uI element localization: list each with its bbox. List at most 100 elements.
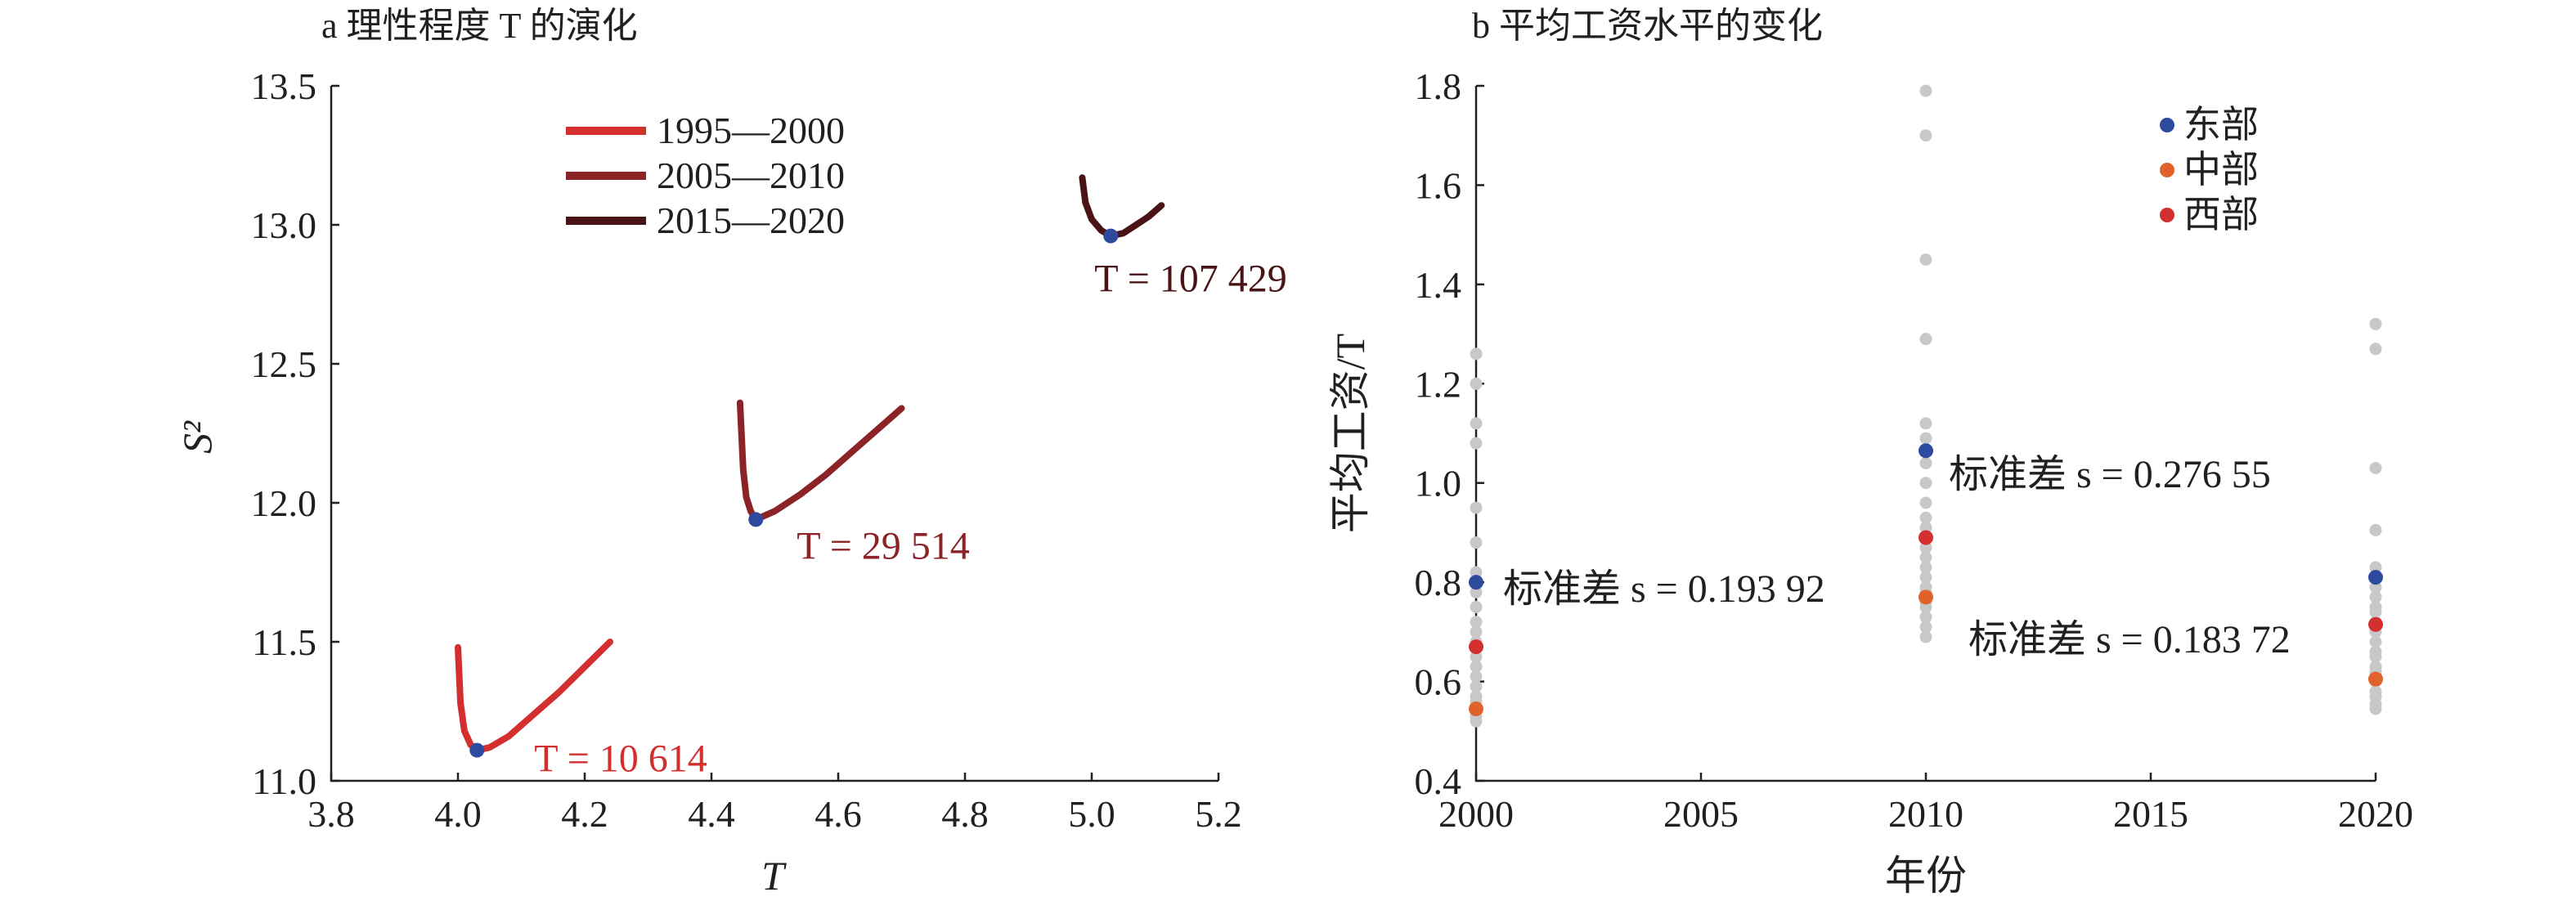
data-point-central bbox=[2368, 671, 2383, 687]
data-point-other bbox=[2369, 561, 2382, 574]
data-point-central bbox=[1469, 701, 1483, 716]
y-tick-label-0-4: 0.4 bbox=[1415, 760, 1462, 802]
data-point-other bbox=[2369, 317, 2382, 330]
series-line-2005-2010 bbox=[736, 399, 905, 523]
y-tick-label-1-8: 1.8 bbox=[1415, 65, 1462, 107]
panel-b-x-axis-title: 年份 bbox=[1885, 853, 1967, 899]
legend-label-2015-2020: 2015—2020 bbox=[657, 199, 845, 241]
data-point-other bbox=[2369, 650, 2382, 663]
std-annotation-2010: 标准差 s = 0.276 55 bbox=[1949, 453, 2271, 496]
panel-a: a 理性程度 T 的演化 3.8 4.0 4.2 4.4 4.6 4.8 5.0 5.2 11… bbox=[174, 6, 1287, 899]
panel-b-y-ticks: 0.4 0.6 0.8 1.0 1.2 1.4 1.6 1.8 bbox=[1415, 65, 1484, 802]
data-point-other bbox=[1470, 566, 1483, 579]
panel-b-x-ticks: 2000 2005 2010 2015 2020 bbox=[1438, 773, 2413, 835]
data-point-other bbox=[1919, 477, 1932, 490]
data-point-other bbox=[2369, 343, 2382, 356]
x-tick-label-4-8: 4.8 bbox=[941, 793, 989, 835]
x-tick-label-2010: 2010 bbox=[1888, 793, 1963, 835]
data-point-west bbox=[1919, 530, 1933, 545]
data-point-other bbox=[1470, 650, 1483, 663]
panel-b-title: b 平均工资水平的变化 bbox=[1472, 6, 1823, 46]
panel-a-x-ticks: 3.8 4.0 4.2 4.4 4.6 4.8 5.0 5.2 bbox=[307, 773, 1242, 835]
data-point-other bbox=[1470, 715, 1483, 728]
panel-a-y-axis-title: S² bbox=[174, 420, 220, 454]
data-point-other bbox=[1470, 536, 1483, 549]
y-tick-label-13-5: 13.5 bbox=[251, 65, 317, 107]
legend-marker-east bbox=[2160, 118, 2174, 132]
data-point-other bbox=[1919, 630, 1932, 643]
series-line-1995-2000 bbox=[455, 639, 613, 754]
data-point-other bbox=[1470, 680, 1483, 693]
y-tick-label-12-0: 12.0 bbox=[251, 482, 317, 524]
std-annotation-2020: 标准差 s = 0.183 72 bbox=[1968, 618, 2291, 661]
data-point-west bbox=[1469, 639, 1483, 655]
data-point-other bbox=[1919, 571, 1932, 584]
data-point-other bbox=[1919, 511, 1932, 524]
minimum-point-2005-2010 bbox=[748, 512, 764, 527]
panel-b-points bbox=[1469, 84, 2383, 728]
data-point-other bbox=[2369, 635, 2382, 648]
y-tick-label-11-5: 11.5 bbox=[252, 621, 316, 663]
minimum-label-1995-2000: T = 10 614 bbox=[534, 737, 707, 781]
x-tick-label-2005: 2005 bbox=[1663, 793, 1739, 835]
y-tick-label-11-0: 11.0 bbox=[252, 760, 316, 802]
data-point-east bbox=[1919, 443, 1933, 459]
legend-label-central: 中部 bbox=[2183, 149, 2259, 191]
data-point-other bbox=[2369, 702, 2382, 715]
data-point-other bbox=[2369, 462, 2382, 474]
panel-b-legend: 东部 中部 西部 bbox=[2160, 104, 2259, 235]
legend-label-2005-2010: 2005—2010 bbox=[657, 155, 845, 196]
legend-label-east: 东部 bbox=[2183, 104, 2259, 146]
minimum-label-2015-2020: T = 107 429 bbox=[1094, 258, 1287, 301]
panel-a-legend: 1995—2000 2005—2010 2015—2020 bbox=[566, 110, 845, 241]
data-point-west bbox=[2368, 616, 2383, 632]
panel-a-title: a 理性程度 T 的演化 bbox=[321, 6, 638, 46]
data-point-east bbox=[2368, 570, 2383, 585]
data-point-central bbox=[1919, 589, 1933, 605]
data-point-other bbox=[1470, 501, 1483, 514]
y-tick-label-1-0: 1.0 bbox=[1415, 463, 1462, 504]
data-point-other bbox=[1919, 621, 1932, 634]
y-tick-label-1-2: 1.2 bbox=[1415, 363, 1462, 405]
data-point-other bbox=[1919, 496, 1932, 509]
data-point-other bbox=[1919, 129, 1932, 142]
data-point-other bbox=[1919, 561, 1932, 574]
x-tick-label-5-2: 5.2 bbox=[1195, 793, 1242, 835]
data-point-other bbox=[2369, 590, 2382, 603]
x-tick-label-2000: 2000 bbox=[1438, 793, 1514, 835]
y-tick-label-13-0: 13.0 bbox=[251, 204, 317, 246]
data-point-other bbox=[1919, 253, 1932, 266]
data-point-other bbox=[1470, 616, 1483, 629]
panel-a-series: T = 10 614 T = 29 514 T = 107 429 bbox=[455, 174, 1287, 781]
panel-a-x-axis-title: T bbox=[761, 853, 787, 899]
x-tick-label-4-0: 4.0 bbox=[434, 793, 482, 835]
y-tick-label-1-6: 1.6 bbox=[1415, 164, 1462, 206]
data-point-other bbox=[1919, 541, 1932, 554]
x-tick-label-3-8: 3.8 bbox=[307, 793, 355, 835]
data-point-east bbox=[1469, 575, 1483, 590]
y-tick-label-1-4: 1.4 bbox=[1415, 264, 1462, 306]
data-point-other bbox=[1470, 670, 1483, 683]
data-point-other bbox=[2369, 580, 2382, 594]
legend-label-west: 西部 bbox=[2183, 194, 2259, 235]
data-point-other bbox=[1919, 417, 1932, 430]
data-point-other bbox=[1470, 347, 1483, 361]
data-point-other bbox=[1470, 660, 1483, 673]
data-point-other bbox=[1470, 377, 1483, 390]
x-tick-label-4-2: 4.2 bbox=[561, 793, 608, 835]
x-tick-label-5-0: 5.0 bbox=[1068, 793, 1115, 835]
data-point-other bbox=[1470, 601, 1483, 613]
y-tick-label-12-5: 12.5 bbox=[251, 343, 317, 385]
data-point-other bbox=[1470, 417, 1483, 430]
data-point-other bbox=[1470, 625, 1483, 639]
minimum-point-2015-2020 bbox=[1103, 228, 1119, 244]
data-point-other bbox=[1919, 84, 1932, 97]
legend-label-1995-2000: 1995—2000 bbox=[657, 110, 845, 151]
x-tick-label-2020: 2020 bbox=[2338, 793, 2413, 835]
legend-marker-west bbox=[2160, 208, 2174, 222]
data-point-other bbox=[1919, 611, 1932, 624]
minimum-point-1995-2000 bbox=[469, 742, 485, 758]
panel-b-y-axis-title: 平均工资/T bbox=[1327, 334, 1373, 533]
x-tick-label-4-6: 4.6 bbox=[815, 793, 862, 835]
